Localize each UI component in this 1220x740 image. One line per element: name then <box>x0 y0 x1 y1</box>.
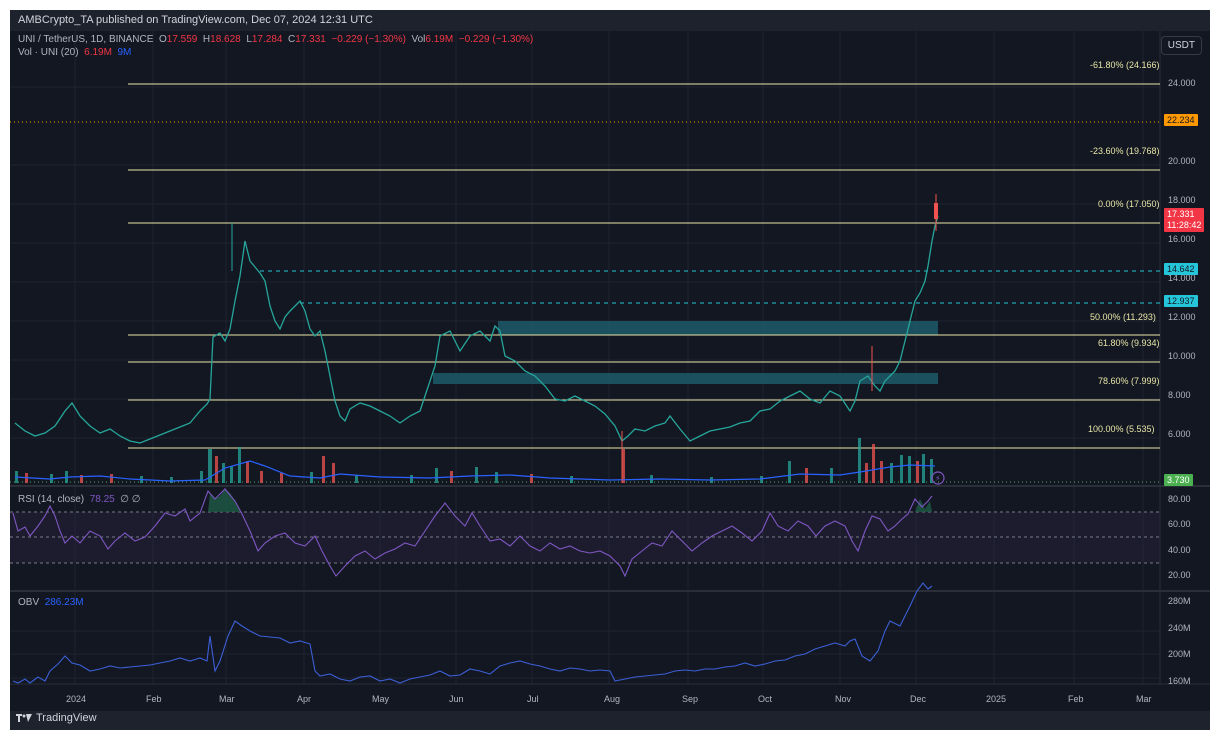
low-price-tag: 3.730 <box>1164 474 1193 486</box>
x-tick: Feb <box>1068 694 1084 704</box>
fib-label-100: 100.00% (5.535) <box>1088 424 1155 434</box>
tradingview-branding[interactable]: TradingView <box>16 712 97 724</box>
level-tag-1: 14.642 <box>1164 263 1198 275</box>
level-tag-2: 12.937 <box>1164 295 1198 307</box>
svg-text:⚡: ⚡ <box>935 474 941 483</box>
y-tick: 20.000 <box>1168 156 1196 166</box>
fib-label-m618: -61.80% (24.166) <box>1090 60 1160 70</box>
y-tick: 8.000 <box>1168 390 1191 400</box>
tradingview-brand-text: TradingView <box>36 712 97 724</box>
bar-countdown: 11:28:42 <box>1167 220 1202 230</box>
rsi-y-tick: 60.00 <box>1168 519 1191 529</box>
price-line <box>14 215 939 444</box>
volume-legend: Vol · UNI (20) 6.19M 9M <box>18 47 132 58</box>
tradingview-logo-icon <box>16 714 32 722</box>
current-price: 17.331 <box>1167 209 1195 219</box>
alert-icon <box>931 471 945 485</box>
x-tick: Jul <box>527 694 539 704</box>
x-tick: 2024 <box>66 694 87 704</box>
x-tick: Mar <box>219 694 235 704</box>
rsi-legend: RSI (14, close) 78.25 ∅ ∅ <box>18 494 141 505</box>
y-tick: 16.000 <box>1168 234 1196 244</box>
x-tick: Sep <box>682 694 699 704</box>
y-tick: 18.000 <box>1168 195 1196 205</box>
chart-area[interactable]: ⚡ UNI / TetherUS, 1D, BINANCE O17.559 H1… <box>10 31 1210 711</box>
x-tick: Mar <box>1136 694 1152 704</box>
zone-lower <box>433 373 938 384</box>
obv-line <box>12 582 933 684</box>
y-tick: 14.000 <box>1168 273 1196 283</box>
x-tick: Nov <box>835 694 852 704</box>
dashed-levels <box>260 270 1160 304</box>
x-tick: Dec <box>910 694 927 704</box>
rsi-band-bg <box>10 512 1160 563</box>
volume-ma-line <box>14 460 936 482</box>
x-tick: May <box>372 694 390 704</box>
y-tick: 12.000 <box>1168 312 1196 322</box>
fib-label-786: 78.60% (7.999) <box>1098 376 1160 386</box>
current-price-tag: 17.331 11:28:42 <box>1164 208 1205 232</box>
rsi-y-tick: 40.00 <box>1168 545 1191 555</box>
obv-y-tick: 240M <box>1168 623 1191 633</box>
chart-canvas: ⚡ <box>10 31 1210 685</box>
chart-frame: AMBCrypto_TA published on TradingView.co… <box>10 10 1210 730</box>
obv-legend: OBV 286.23M <box>18 597 84 608</box>
fib-label-0: 0.00% (17.050) <box>1098 199 1160 209</box>
obv-y-tick: 280M <box>1168 596 1191 606</box>
rsi-y-tick: 80.00 <box>1168 494 1191 504</box>
x-tick: Jun <box>449 694 464 704</box>
y-tick: 10.000 <box>1168 351 1196 361</box>
x-tick: Oct <box>758 694 773 704</box>
y-tick: 24.000 <box>1168 78 1196 88</box>
zone-upper <box>498 321 938 335</box>
obv-y-tick: 160M <box>1168 676 1191 686</box>
y-tick: 6.000 <box>1168 429 1191 439</box>
fib-label-m236: -23.60% (19.768) <box>1090 146 1160 156</box>
x-tick: 2025 <box>986 694 1007 704</box>
fib-label-618: 61.80% (9.934) <box>1098 338 1160 348</box>
x-tick: Apr <box>297 694 312 704</box>
obv-y-tick: 200M <box>1168 649 1191 659</box>
volume-bars <box>15 438 933 483</box>
high-price-tag: 22.234 <box>1164 114 1198 126</box>
fib-lines <box>128 83 1160 449</box>
fib-label-50: 50.00% (11.293) <box>1090 312 1156 322</box>
x-tick: Feb <box>146 694 162 704</box>
symbol-legend: UNI / TetherUS, 1D, BINANCE O17.559 H18.… <box>18 34 534 45</box>
grid-vertical <box>74 31 1144 684</box>
rsi-line <box>12 488 933 578</box>
currency-button[interactable]: USDT <box>1160 36 1202 55</box>
grid-horizontal <box>10 86 1160 439</box>
rsi-y-tick: 20.00 <box>1168 570 1191 580</box>
publish-info: AMBCrypto_TA published on TradingView.co… <box>18 14 373 26</box>
x-tick: Aug <box>604 694 621 704</box>
